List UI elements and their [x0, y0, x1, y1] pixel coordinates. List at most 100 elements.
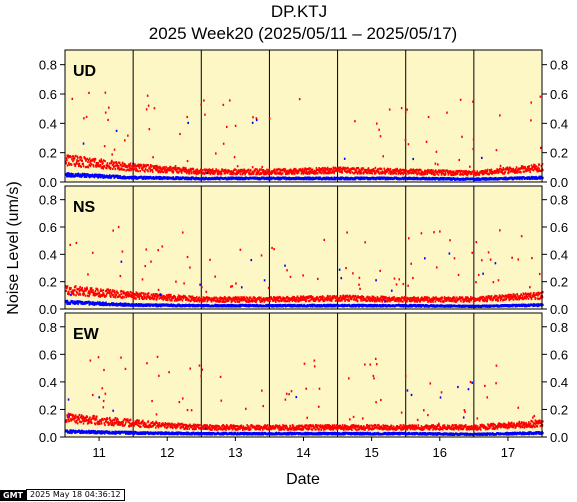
data-point: [226, 170, 229, 173]
data-point: [280, 172, 283, 176]
data-point: [331, 295, 334, 298]
data-point: [417, 297, 420, 300]
data-point: [460, 169, 463, 173]
data-point: [527, 297, 530, 300]
data-point: [470, 299, 472, 302]
data-point: [406, 108, 408, 111]
data-point: [367, 296, 370, 299]
data-point: [199, 299, 202, 302]
data-point: [344, 167, 347, 170]
data-point: [93, 292, 96, 295]
data-point: [189, 176, 192, 180]
data-point: [501, 170, 503, 173]
data-point: [229, 296, 232, 300]
data-point: [185, 167, 187, 170]
data-point: [382, 298, 385, 302]
data-point: [379, 135, 382, 138]
data-point: [304, 168, 306, 171]
data-point: [125, 293, 128, 297]
data-point: [359, 170, 362, 173]
data-point: [89, 288, 92, 291]
data-point: [506, 166, 509, 169]
data-point: [167, 293, 170, 297]
data-point: [456, 172, 459, 175]
data-point: [527, 169, 529, 172]
data-point: [307, 171, 310, 175]
data-point: [537, 291, 540, 295]
data-point: [171, 168, 173, 172]
data-point: [289, 275, 292, 278]
data-point: [99, 293, 101, 296]
data-point: [66, 302, 68, 305]
data-point: [221, 297, 224, 300]
data-point: [373, 169, 376, 172]
data-point: [94, 290, 97, 293]
data-point: [427, 300, 430, 303]
data-point: [169, 168, 172, 172]
data-point: [276, 172, 278, 175]
data-point: [173, 299, 176, 302]
data-point: [174, 296, 177, 299]
data-point: [224, 300, 227, 303]
data-point: [164, 171, 167, 174]
data-point: [379, 167, 381, 171]
data-point: [232, 299, 234, 302]
data-point: [180, 171, 183, 174]
data-point: [138, 297, 141, 300]
data-point: [161, 170, 163, 173]
data-point: [89, 287, 92, 290]
data-point: [249, 168, 252, 172]
data-point: [216, 299, 218, 303]
data-point: [383, 167, 386, 170]
data-point: [414, 169, 417, 172]
data-point: [508, 168, 510, 172]
data-point: [505, 298, 508, 301]
data-point: [218, 297, 221, 300]
data-point: [140, 164, 143, 167]
data-point: [177, 294, 180, 297]
data-point: [530, 101, 533, 104]
data-point: [454, 296, 456, 299]
data-point: [335, 296, 337, 299]
data-point: [356, 166, 358, 170]
data-point: [234, 296, 237, 299]
data-point: [448, 298, 451, 301]
data-point: [511, 295, 514, 298]
data-point: [142, 304, 145, 308]
data-point: [294, 168, 297, 171]
data-point: [243, 296, 245, 299]
data-point: [239, 298, 241, 301]
data-point: [144, 168, 147, 171]
data-point: [100, 288, 102, 291]
data-point: [65, 172, 68, 175]
data-point: [118, 161, 121, 164]
data-point: [412, 171, 414, 174]
data-point: [453, 170, 455, 173]
data-point: [85, 289, 87, 292]
data-point: [539, 177, 541, 180]
data-point: [180, 168, 182, 171]
data-point: [534, 177, 537, 180]
data-point: [168, 293, 171, 296]
data-point: [286, 300, 289, 303]
data-point: [534, 166, 537, 169]
data-point: [106, 162, 109, 165]
data-point: [92, 293, 95, 297]
data-point: [404, 296, 407, 299]
data-point: [420, 232, 423, 235]
data-point: [454, 171, 456, 174]
data-point: [102, 289, 105, 292]
data-point: [425, 171, 427, 174]
data-point: [145, 248, 148, 251]
data-point: [439, 169, 442, 172]
data-point: [481, 297, 483, 300]
data-point: [532, 176, 534, 179]
data-point: [79, 293, 82, 296]
data-point: [121, 250, 124, 253]
data-point: [214, 170, 217, 173]
data-point: [272, 299, 275, 303]
data-point: [402, 173, 405, 176]
data-point: [326, 169, 329, 172]
data-point: [435, 150, 438, 153]
